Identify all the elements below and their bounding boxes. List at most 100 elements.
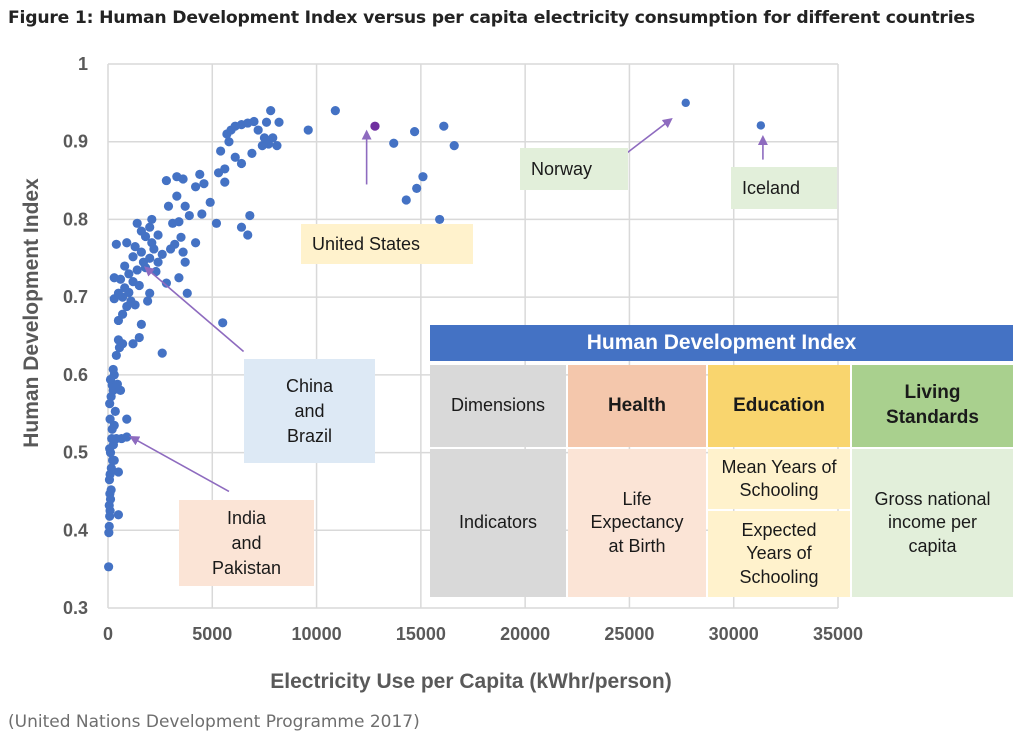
y-tick-label: 0.3	[63, 598, 88, 618]
data-point	[134, 280, 144, 291]
data-point	[220, 164, 230, 174]
data-point	[122, 414, 132, 424]
indicator-expected-years-schooling: Expected Years of Schooling	[708, 511, 850, 597]
x-axis-ticks: 0 5000 10000 15000 20000 25000 30000 35000	[103, 624, 863, 644]
callout-label: Pakistan	[212, 558, 281, 578]
hdi-table: Human Development Index Dimensions Healt…	[430, 325, 1013, 597]
callout-iceland: Iceland	[731, 135, 837, 209]
data-point	[104, 562, 114, 572]
data-point	[113, 335, 124, 345]
data-point	[389, 138, 399, 148]
data-point	[106, 485, 116, 495]
data-point	[172, 191, 182, 201]
callout-india-pakistan: India and Pakistan	[129, 436, 314, 586]
data-point	[178, 247, 188, 257]
data-point	[111, 350, 121, 361]
data-point	[145, 288, 155, 298]
source-note: (United Nations Development Programme 20…	[8, 712, 420, 732]
data-point	[113, 467, 124, 477]
data-point	[449, 141, 459, 151]
data-point	[174, 217, 184, 227]
callout-box	[244, 359, 375, 463]
data-point	[124, 269, 134, 279]
data-point	[182, 288, 192, 298]
data-point	[197, 209, 207, 219]
data-point	[143, 296, 153, 306]
data-point	[153, 257, 163, 267]
data-point	[145, 222, 155, 232]
callout-arrow	[144, 266, 245, 353]
indicator-gni-per-capita: Gross national income per capita	[852, 449, 1013, 597]
x-tick-label: 30000	[709, 624, 759, 644]
data-point	[205, 197, 215, 207]
data-point	[756, 121, 766, 130]
data-point	[174, 273, 184, 283]
callout-box	[520, 148, 628, 190]
data-point	[132, 265, 142, 275]
data-point	[211, 218, 222, 228]
y-tick-label: 0.5	[63, 443, 88, 463]
data-point	[145, 253, 155, 263]
data-point	[410, 127, 420, 137]
data-point-highlighted	[370, 121, 380, 131]
data-point	[224, 137, 234, 147]
y-tick-label: 0.7	[63, 287, 88, 307]
callout-united-states: United States	[301, 129, 473, 264]
dimension-living-standards: Living Standards	[852, 365, 1013, 447]
data-point	[163, 201, 174, 211]
indicator-mean-years-schooling: Mean Years of Schooling	[708, 449, 850, 509]
data-point	[113, 510, 124, 520]
data-point	[111, 239, 121, 249]
data-point	[249, 116, 259, 127]
data-point	[274, 117, 284, 127]
data-point	[108, 364, 118, 375]
data-point	[110, 406, 120, 416]
callout-label: Iceland	[742, 178, 800, 198]
data-point	[147, 214, 157, 225]
data-point	[153, 230, 163, 240]
y-tick-label: 1	[78, 54, 88, 74]
data-point	[105, 414, 115, 424]
data-point	[247, 148, 257, 158]
data-point	[180, 201, 190, 211]
data-point	[261, 117, 272, 127]
data-point	[180, 257, 190, 267]
data-point	[268, 133, 278, 143]
data-point	[330, 106, 340, 116]
data-point	[259, 133, 270, 143]
callout-label: and	[294, 401, 324, 421]
dimensions-label: Dimensions	[430, 365, 566, 447]
y-axis-title: Human Development Index	[20, 178, 43, 448]
y-tick-label: 0.6	[63, 365, 88, 385]
data-point	[130, 242, 140, 252]
data-point	[272, 141, 282, 151]
data-point	[303, 125, 313, 135]
data-point	[161, 278, 171, 288]
dimension-education: Education	[708, 365, 850, 447]
data-point	[439, 121, 449, 131]
data-point	[176, 232, 186, 242]
data-point	[230, 152, 240, 162]
data-point	[218, 318, 228, 328]
data-point	[132, 218, 142, 228]
data-point	[236, 222, 247, 232]
data-point	[199, 179, 209, 189]
x-tick-label: 20000	[500, 624, 550, 644]
data-point	[109, 455, 119, 465]
data-point	[106, 463, 116, 473]
data-point	[130, 300, 140, 310]
callout-norway: Norway	[520, 117, 673, 190]
callout-label: United States	[312, 234, 420, 254]
callout-arrow	[129, 436, 230, 493]
data-point	[122, 432, 132, 442]
data-point	[136, 319, 146, 329]
data-point	[120, 261, 130, 271]
data-point	[191, 182, 201, 192]
x-tick-label: 0	[103, 624, 113, 644]
data-point	[113, 288, 124, 298]
data-point	[681, 98, 690, 108]
x-tick-label: 10000	[292, 624, 342, 644]
data-point	[236, 158, 247, 169]
data-point	[243, 230, 253, 240]
callouts: United States Norway Iceland China and Brazil…	[129, 117, 837, 586]
